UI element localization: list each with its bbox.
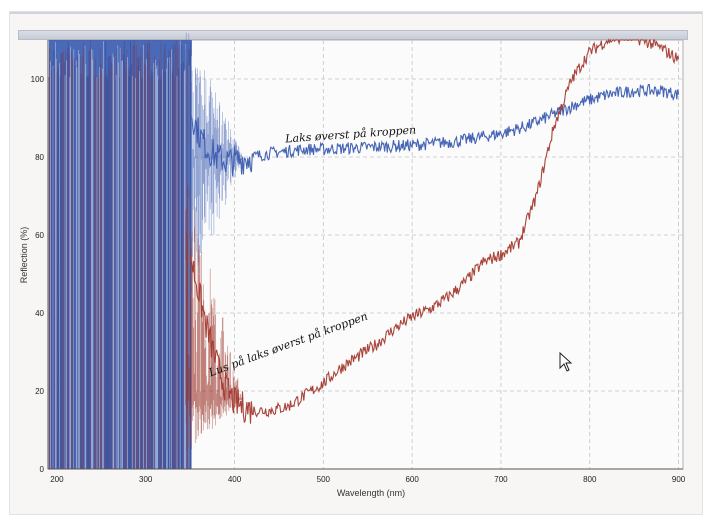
tick-labels: 200 300 400 500 600 700 800 900 0 20 40 60 80 100 [31, 75, 686, 484]
y-tick-label: 20 [35, 387, 44, 396]
series-laks-line [189, 83, 680, 177]
x-tick-label: 900 [672, 475, 686, 484]
mouse-cursor-icon [559, 351, 573, 372]
x-tick-label: 400 [228, 475, 242, 484]
x-tick-label: 500 [317, 475, 331, 484]
x-tick-label: 800 [583, 475, 597, 484]
y-tick-label: 60 [35, 231, 44, 240]
x-tick-label: 200 [50, 475, 64, 484]
x-tick-label: 300 [139, 475, 153, 484]
y-tick-label: 40 [35, 309, 44, 318]
x-axis-title: Wavelength (nm) [337, 488, 405, 498]
noise-region [48, 32, 244, 469]
y-tick-label: 0 [40, 465, 45, 474]
y-tick-label: 80 [35, 153, 44, 162]
y-axis-title: Reflection (%) [19, 227, 29, 284]
x-tick-label: 600 [405, 475, 419, 484]
series-lines [189, 38, 680, 424]
y-tick-label: 100 [31, 75, 45, 84]
series-lus-line [189, 38, 680, 424]
x-tick-label: 700 [494, 475, 508, 484]
axes [47, 40, 683, 470]
